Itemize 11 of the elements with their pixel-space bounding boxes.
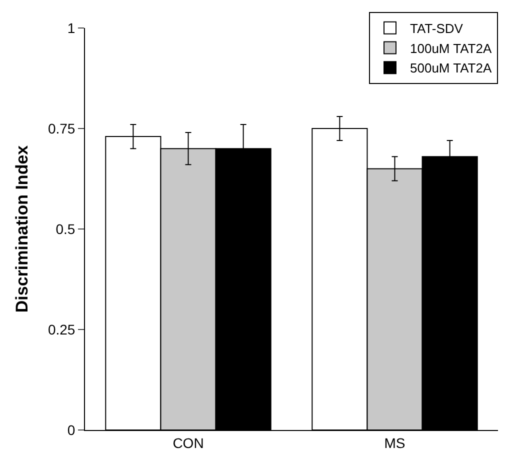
legend-label: TAT-SDV: [410, 20, 464, 36]
legend-label: 100uM TAT2A: [410, 40, 492, 56]
y-axis-title: Discrimination Index: [12, 144, 32, 313]
x-tick-label: MS: [384, 434, 406, 451]
y-tick-label: 0.25: [48, 321, 76, 338]
legend-label: 500uM TAT2A: [410, 60, 492, 76]
y-tick-label: 0.5: [56, 220, 76, 237]
y-tick-label: 1: [67, 20, 76, 36]
x-tick-label: CON: [172, 434, 204, 451]
y-tick-label: 0: [67, 422, 76, 438]
y-tick-label: 0.75: [48, 120, 76, 136]
